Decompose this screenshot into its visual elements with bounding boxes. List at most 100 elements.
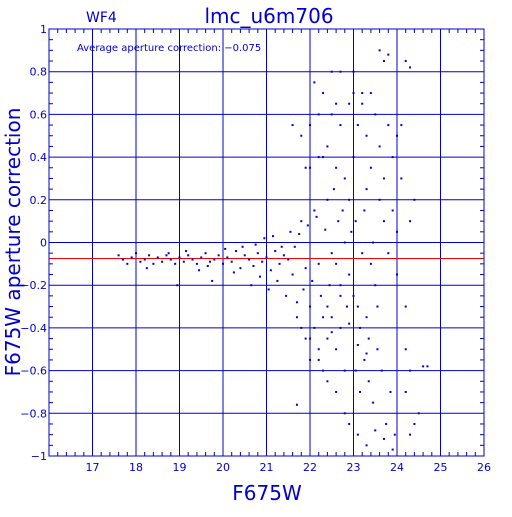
data-point	[372, 401, 375, 404]
data-point	[322, 369, 325, 372]
data-point	[322, 156, 325, 159]
data-point	[261, 260, 264, 263]
y-axis-label: F675W aperture correction	[1, 108, 25, 377]
data-point	[374, 429, 377, 432]
data-point	[326, 380, 329, 383]
data-point	[330, 316, 333, 319]
y-tick-label: −0.4	[20, 322, 47, 335]
data-point	[348, 102, 351, 105]
data-point	[276, 279, 279, 282]
data-point	[404, 60, 407, 63]
data-point	[409, 66, 412, 69]
y-tick-label: 0.8	[30, 66, 48, 79]
data-point	[291, 273, 294, 276]
data-point	[130, 256, 133, 259]
data-point	[352, 156, 355, 159]
data-point	[330, 252, 333, 255]
data-point	[352, 70, 355, 73]
data-point	[343, 412, 346, 415]
data-point	[135, 252, 137, 255]
data-point	[348, 198, 351, 201]
data-point	[374, 113, 377, 116]
data-point	[369, 166, 372, 169]
data-point	[317, 156, 320, 159]
data-point	[387, 53, 390, 56]
data-point	[376, 305, 379, 308]
x-tick-label: 21	[260, 461, 274, 474]
data-point	[387, 124, 390, 127]
data-point	[378, 198, 381, 201]
data-point	[272, 235, 275, 238]
data-point	[409, 220, 412, 223]
data-point	[413, 422, 416, 425]
data-point	[341, 209, 344, 212]
y-tick-label: 0.2	[30, 194, 48, 207]
data-point	[313, 81, 316, 84]
data-point	[300, 220, 303, 223]
data-point	[345, 305, 348, 308]
data-point	[409, 369, 412, 372]
data-point	[343, 241, 346, 244]
data-point	[376, 348, 379, 351]
data-point	[339, 294, 342, 297]
data-point	[335, 102, 338, 105]
data-point	[348, 273, 351, 276]
data-point	[235, 250, 238, 253]
data-point	[326, 145, 329, 148]
data-point	[256, 252, 259, 255]
data-point	[359, 390, 362, 393]
data-point	[400, 124, 403, 127]
data-point	[317, 358, 320, 361]
data-point	[417, 412, 420, 415]
data-point	[343, 177, 346, 180]
data-point	[326, 198, 329, 201]
data-point	[382, 220, 385, 223]
data-point	[208, 260, 211, 263]
data-point	[326, 337, 329, 340]
data-point	[309, 166, 311, 169]
data-point	[139, 260, 142, 263]
data-point	[241, 245, 244, 248]
data-point	[374, 284, 377, 287]
data-point	[145, 267, 148, 270]
data-point	[258, 275, 261, 278]
data-point	[274, 250, 277, 253]
data-point	[382, 437, 385, 440]
data-point	[167, 252, 170, 255]
data-point	[217, 254, 220, 257]
data-point	[393, 433, 396, 436]
data-point	[282, 254, 285, 257]
data-point	[339, 124, 342, 127]
data-point	[287, 258, 290, 261]
data-point	[315, 215, 318, 218]
data-point	[363, 209, 366, 212]
data-point	[248, 258, 251, 261]
data-point	[348, 422, 351, 425]
y-tick-label: 0	[40, 237, 47, 250]
data-point	[267, 288, 270, 291]
data-point	[356, 433, 359, 436]
x-tick-label: 22	[303, 461, 317, 474]
data-point	[309, 124, 311, 127]
data-point	[330, 331, 333, 334]
chart-title: lmc_u6m706	[204, 4, 333, 28]
data-point	[117, 254, 120, 257]
data-point	[322, 92, 325, 95]
data-point	[304, 166, 307, 169]
x-tick-label: 20	[216, 461, 230, 474]
data-points-layer	[117, 49, 429, 451]
data-point	[295, 301, 298, 304]
data-point	[354, 220, 357, 223]
y-tick-label: −1	[31, 450, 47, 463]
data-point	[319, 294, 322, 297]
data-point	[339, 70, 342, 73]
data-point	[426, 365, 429, 368]
data-point	[280, 245, 283, 248]
data-point	[365, 444, 368, 447]
data-point	[335, 166, 338, 169]
data-point	[387, 252, 390, 255]
x-tick-label: 26	[477, 461, 491, 474]
data-point	[365, 316, 368, 319]
data-point	[389, 390, 392, 393]
data-point	[304, 267, 307, 270]
